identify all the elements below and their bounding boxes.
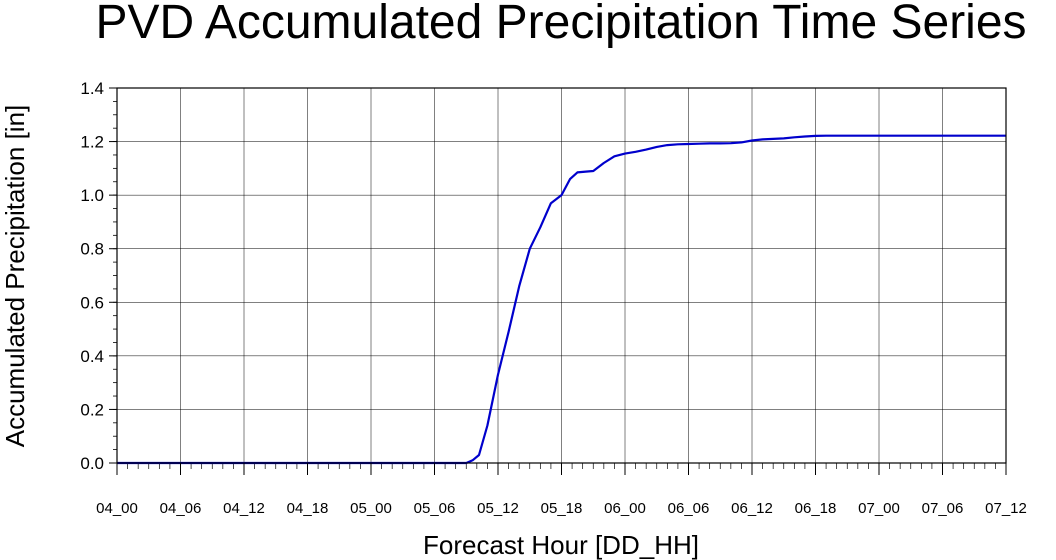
chart-title: PVD Accumulated Precipitation Time Serie… — [95, 0, 1026, 49]
x-tick-label: 04_06 — [160, 500, 202, 517]
x-tick-label: 04_12 — [223, 500, 265, 517]
x-tick-label: 07_12 — [985, 500, 1027, 517]
y-tick-label: 0.8 — [80, 240, 104, 259]
y-tick-label: 1.4 — [80, 79, 104, 98]
x-tick-label: 05_12 — [477, 500, 519, 517]
x-tick-label: 06_18 — [795, 500, 837, 517]
minor-ticks — [113, 87, 1007, 469]
grid-lines — [116, 87, 1007, 464]
x-tick-label: 05_06 — [414, 500, 456, 517]
y-axis-label: Accumulated Precipitation [in] — [0, 105, 30, 448]
x-tick-label: 04_00 — [96, 500, 138, 517]
x-tick-label: 07_06 — [922, 500, 964, 517]
x-tick-label: 06_00 — [604, 500, 646, 517]
x-tick-label: 07_00 — [858, 500, 900, 517]
x-tick-label: 04_18 — [287, 500, 329, 517]
y-tick-label: 1.2 — [80, 133, 104, 152]
x-axis-label: Forecast Hour [DD_HH] — [423, 530, 699, 560]
y-tick-label: 0.6 — [80, 293, 104, 312]
y-axis-ticks: 0.0 0.2 0.4 0.6 0.8 1.0 1.2 1.4 — [80, 79, 117, 473]
y-tick-label: 0.2 — [80, 400, 104, 419]
x-tick-label: 06_06 — [668, 500, 710, 517]
y-tick-label: 0.0 — [80, 454, 104, 473]
x-tick-label: 06_12 — [731, 500, 773, 517]
x-tick-label: 05_18 — [541, 500, 583, 517]
x-tick-label: 05_00 — [350, 500, 392, 517]
x-axis-ticks: 04_00 04_06 04_12 04_18 05_00 05_06 05_12 05_18… — [96, 463, 1027, 517]
y-tick-label: 0.4 — [80, 347, 104, 366]
y-tick-label: 1.0 — [80, 186, 104, 205]
